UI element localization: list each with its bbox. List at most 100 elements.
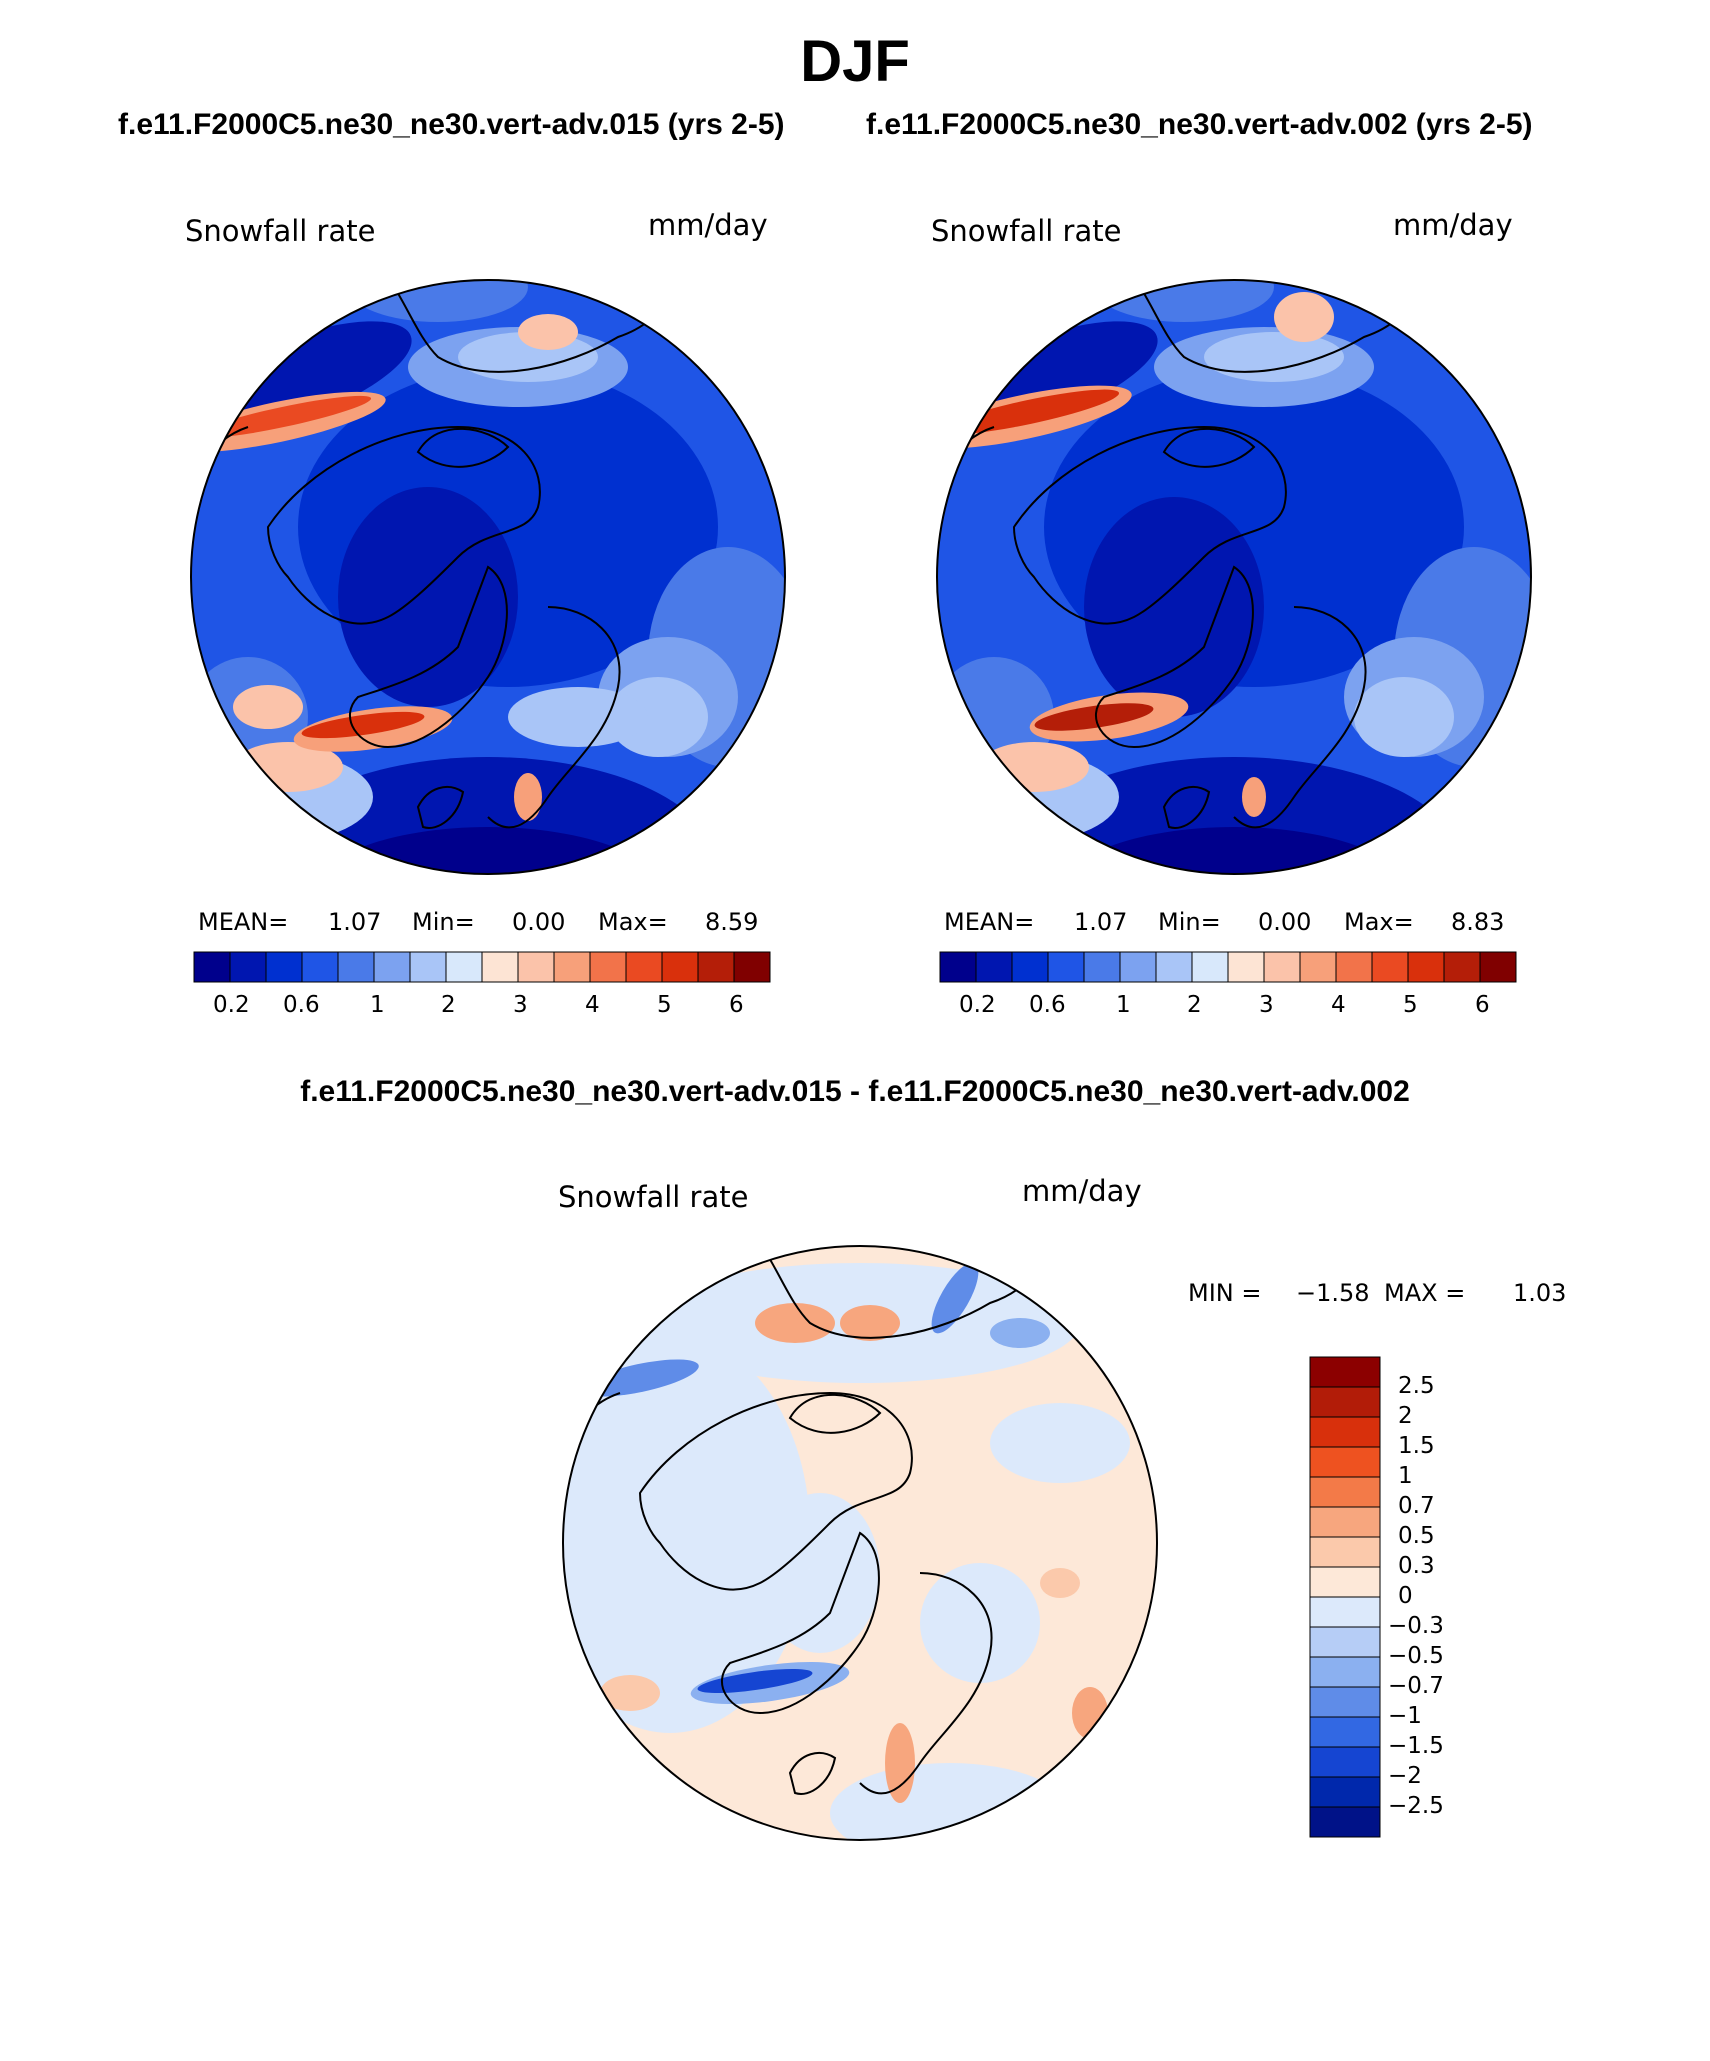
colorbar-swatch — [1479, 951, 1517, 983]
panel-1-colorbar-tick: 4 — [585, 992, 600, 1018]
difference-colorbar-tick: 0.5 — [1398, 1523, 1435, 1549]
colorbar-swatch — [1309, 1656, 1381, 1688]
panel-1-max-value: 8.59 — [705, 908, 759, 936]
colorbar-swatch — [409, 951, 447, 983]
difference-variable-label: Snowfall rate — [558, 1180, 749, 1214]
panel-2-colorbar-tick: 0.2 — [959, 992, 996, 1018]
difference-colorbar-tick: −0.7 — [1388, 1673, 1444, 1699]
colorbar-swatch — [1309, 1356, 1381, 1388]
colorbar-swatch — [1309, 1476, 1381, 1508]
panel-1-colorbar-tick: 2 — [441, 992, 456, 1018]
panel-1-colorbar-tick: 3 — [513, 992, 528, 1018]
panel-2-colorbar-tick: 5 — [1403, 992, 1418, 1018]
colorbar-swatch — [265, 951, 303, 983]
difference-colorbar-tick: −1.5 — [1388, 1733, 1444, 1759]
panel-1-colorbar-tick: 0.6 — [283, 992, 320, 1018]
colorbar-swatch — [1309, 1686, 1381, 1718]
difference-colorbar-tick: 0.3 — [1398, 1553, 1435, 1579]
panel-1-max-label: Max= — [598, 908, 668, 936]
colorbar-swatch — [373, 951, 411, 983]
colorbar-swatch — [1309, 1776, 1381, 1808]
panel-1-case-title: f.e11.F2000C5.ne30_ne30.vert-adv.015 (yr… — [118, 108, 785, 141]
panel-2-colorbar — [939, 951, 1517, 983]
difference-polar-map — [562, 1245, 1158, 1841]
colorbar-swatch — [1309, 1806, 1381, 1838]
colorbar-swatch — [553, 951, 591, 983]
colorbar-swatch — [1309, 1536, 1381, 1568]
panel-2-colorbar-tick: 4 — [1331, 992, 1346, 1018]
colorbar-swatch — [661, 951, 699, 983]
colorbar-swatch — [589, 951, 627, 983]
panel-2-mean-value: 1.07 — [1074, 908, 1128, 936]
colorbar-swatch — [1263, 951, 1301, 983]
colorbar-swatch — [1299, 951, 1337, 983]
colorbar-swatch — [1191, 951, 1229, 983]
difference-colorbar-tick: −2 — [1388, 1763, 1422, 1789]
panel-2-colorbar-tick: 6 — [1475, 992, 1490, 1018]
colorbar-swatch — [1227, 951, 1265, 983]
panel-1-min-label: Min= — [412, 908, 475, 936]
colorbar-swatch — [1443, 951, 1481, 983]
panel-1-colorbar — [193, 951, 771, 983]
panel-2-colorbar-tick: 2 — [1187, 992, 1202, 1018]
colorbar-swatch — [1011, 951, 1049, 983]
panel-1-colorbar-tick: 5 — [657, 992, 672, 1018]
panel-1-units-label: mm/day — [648, 208, 768, 242]
colorbar-swatch — [975, 951, 1013, 983]
colorbar-swatch — [1309, 1746, 1381, 1778]
colorbar-swatch — [337, 951, 375, 983]
difference-colorbar-tick: 2.5 — [1398, 1373, 1435, 1399]
panel-1-mean-label: MEAN= — [198, 908, 289, 936]
colorbar-swatch — [1371, 951, 1409, 983]
colorbar-swatch — [1309, 1416, 1381, 1448]
colorbar-swatch — [1309, 1596, 1381, 1628]
difference-colorbar-tick: 2 — [1398, 1403, 1413, 1429]
colorbar-swatch — [1309, 1716, 1381, 1748]
panel-2-colorbar-tick: 1 — [1116, 992, 1131, 1018]
colorbar-swatch — [1309, 1506, 1381, 1538]
colorbar-swatch — [1407, 951, 1445, 983]
difference-colorbar-tick: −0.3 — [1388, 1613, 1444, 1639]
page-title: DJF — [800, 29, 910, 94]
colorbar-swatch — [733, 951, 771, 983]
colorbar-swatch — [1047, 951, 1085, 983]
colorbar-swatch — [697, 951, 735, 983]
colorbar-swatch — [1335, 951, 1373, 983]
colorbar-swatch — [1309, 1446, 1381, 1478]
difference-min-label: MIN = — [1188, 1279, 1262, 1307]
colorbar-swatch — [517, 951, 555, 983]
difference-colorbar — [1309, 1356, 1381, 1838]
panel-2-min-value: 0.00 — [1258, 908, 1312, 936]
colorbar-swatch — [301, 951, 339, 983]
difference-units-label: mm/day — [1022, 1174, 1142, 1208]
difference-colorbar-tick: −1 — [1388, 1703, 1422, 1729]
panel-2-case-title: f.e11.F2000C5.ne30_ne30.vert-adv.002 (yr… — [866, 108, 1533, 141]
panel-2-units-label: mm/day — [1393, 208, 1513, 242]
panel-1-polar-map — [190, 279, 786, 875]
panel-2-polar-map — [936, 279, 1532, 875]
colorbar-swatch — [939, 951, 977, 983]
panel-2-max-value: 8.83 — [1451, 908, 1505, 936]
difference-min-value: −1.58 — [1296, 1279, 1370, 1307]
colorbar-swatch — [445, 951, 483, 983]
panel-2-max-label: Max= — [1344, 908, 1414, 936]
panel-1-variable-label: Snowfall rate — [185, 214, 376, 248]
panel-2-mean-label: MEAN= — [944, 908, 1035, 936]
difference-colorbar-tick: −0.5 — [1388, 1643, 1444, 1669]
panel-1-mean-value: 1.07 — [328, 908, 382, 936]
panel-2-colorbar-tick: 0.6 — [1029, 992, 1066, 1018]
colorbar-swatch — [1155, 951, 1193, 983]
difference-colorbar-tick: −2.5 — [1388, 1793, 1444, 1819]
difference-colorbar-tick: 0 — [1398, 1583, 1413, 1609]
panel-1-colorbar-tick: 6 — [729, 992, 744, 1018]
difference-colorbar-tick: 0.7 — [1398, 1493, 1435, 1519]
panel-1-min-value: 0.00 — [512, 908, 566, 936]
difference-max-value: 1.03 — [1513, 1279, 1567, 1307]
colorbar-swatch — [625, 951, 663, 983]
panel-2-min-label: Min= — [1158, 908, 1221, 936]
colorbar-swatch — [481, 951, 519, 983]
difference-colorbar-tick: 1.5 — [1398, 1433, 1435, 1459]
colorbar-swatch — [193, 951, 231, 983]
panel-2-colorbar-tick: 3 — [1259, 992, 1274, 1018]
colorbar-swatch — [1309, 1386, 1381, 1418]
